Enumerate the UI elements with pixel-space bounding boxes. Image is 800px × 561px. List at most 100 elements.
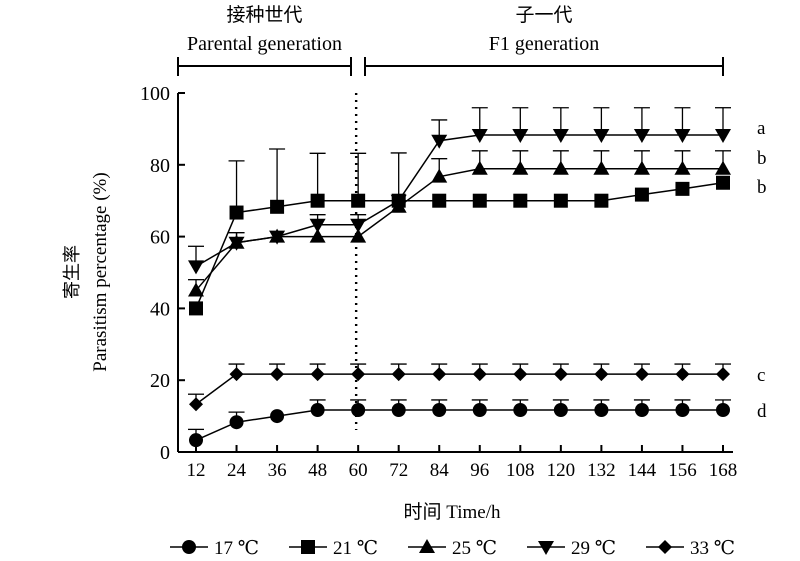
data-point-diamond: [270, 367, 285, 382]
data-point-diamond: [189, 397, 203, 412]
data-point-triangle-down: [471, 129, 488, 144]
data-point-triangle-up: [552, 160, 569, 175]
data-point-triangle-up: [715, 160, 731, 175]
period-label-cn: 接种世代: [226, 4, 302, 26]
data-point-triangle-down: [350, 218, 367, 233]
data-point-square: [432, 193, 447, 208]
data-point-triangle-down: [512, 129, 529, 144]
period-bracket: 子一代 F1 generation: [364, 4, 724, 76]
generation-periods: 接种世代 Parental generation 子一代 F1 generation: [177, 4, 724, 76]
x-tick-label: 12: [187, 460, 206, 481]
legend-item: 33 ℃: [646, 538, 735, 559]
significance-letter: a: [757, 118, 766, 139]
data-point-circle: [270, 409, 285, 424]
legend-label: 25 ℃: [452, 538, 497, 559]
data-point-circle: [634, 402, 649, 417]
series-line: [195, 134, 723, 268]
data-point-diamond: [553, 367, 568, 382]
data-point-square: [351, 193, 366, 208]
legend-label: 17 ℃: [214, 538, 259, 559]
y-tick-label: 100: [140, 83, 170, 105]
data-point-triangle-down: [431, 134, 448, 149]
significance-letter: d: [757, 401, 767, 422]
data-point-diamond: [310, 367, 325, 382]
data-point-diamond: [351, 367, 366, 382]
period-bracket: 接种世代 Parental generation: [177, 4, 352, 76]
data-point-triangle-down: [269, 230, 286, 245]
series-triangle-down: [188, 107, 731, 275]
series-square: [189, 148, 730, 316]
data-point-square: [189, 301, 203, 316]
data-point-triangle-up: [188, 282, 204, 297]
significance-letter: b: [757, 177, 767, 198]
data-point-square: [553, 193, 568, 208]
data-point-triangle-up: [471, 160, 488, 175]
data-point-triangle-up: [309, 228, 326, 243]
series-diamond: [188, 363, 731, 412]
x-tick-label: 132: [587, 460, 616, 481]
data-point-square: [472, 193, 487, 208]
x-tick-label: 120: [547, 460, 576, 481]
data-point-square: [634, 187, 649, 202]
legend-item: 21 ℃: [289, 538, 378, 559]
data-point-triangle-down: [188, 260, 204, 275]
y-tick-label: 40: [150, 298, 170, 320]
data-point-triangle-down: [228, 236, 245, 251]
period-label-cn: 子一代: [515, 4, 572, 26]
data-point-square: [270, 199, 285, 214]
data-point-triangle-up: [419, 539, 435, 553]
axis-labels: 寄生率 Parasitism percentage (%) 时间 Time/h: [62, 172, 501, 523]
y-axis-label: Parasitism percentage (%): [90, 172, 111, 371]
data-point-triangle-down: [552, 129, 569, 144]
x-tick-label: 168: [709, 460, 738, 481]
data-point-diamond: [594, 367, 609, 382]
legend-item: 29 ℃: [527, 538, 616, 559]
data-point-circle: [351, 402, 366, 417]
series-triangle-up: [188, 150, 731, 297]
x-tick-label: 60: [349, 460, 368, 481]
data-point-triangle-down: [633, 129, 650, 144]
data-point-square: [716, 175, 730, 190]
data-point-circle: [432, 402, 447, 417]
data-point-triangle-up: [674, 160, 691, 175]
x-tick-label: 72: [389, 460, 408, 481]
data-point-circle: [675, 402, 690, 417]
data-point-circle: [513, 402, 528, 417]
legend-item: 17 ℃: [170, 538, 259, 559]
legend-label: 33 ℃: [690, 538, 735, 559]
data-point-circle: [716, 402, 730, 417]
data-point-square: [675, 181, 690, 196]
data-point-triangle-down: [674, 129, 691, 144]
x-tick-label: 108: [506, 460, 535, 481]
data-point-circle: [391, 402, 406, 417]
data-point-diamond: [472, 367, 487, 382]
y-tick-label: 60: [150, 227, 170, 249]
data-point-diamond: [513, 367, 528, 382]
x-tick-label: 36: [268, 460, 287, 481]
data-point-circle: [472, 402, 487, 417]
legend-label: 21 ℃: [333, 538, 378, 559]
y-tick-label: 0: [160, 442, 170, 464]
data-point-triangle-up: [431, 168, 448, 183]
data-series: [188, 107, 731, 448]
data-point-square: [310, 193, 325, 208]
data-point-diamond: [658, 540, 672, 554]
data-point-diamond: [391, 367, 406, 382]
data-point-square: [594, 193, 609, 208]
data-point-circle: [229, 415, 244, 430]
significance-letter: b: [757, 148, 767, 169]
period-label: Parental generation: [187, 33, 342, 55]
data-point-diamond: [634, 367, 649, 382]
data-point-circle: [553, 402, 568, 417]
data-point-triangle-down: [538, 541, 554, 555]
data-point-circle: [594, 402, 609, 417]
data-point-diamond: [716, 367, 730, 382]
series-circle: [188, 399, 731, 448]
data-point-circle: [182, 540, 196, 554]
data-point-diamond: [432, 367, 447, 382]
data-point-triangle-down: [715, 129, 731, 144]
data-point-circle: [189, 433, 203, 448]
data-point-triangle-up: [350, 228, 367, 243]
legend: 17 ℃ 21 ℃ 25 ℃ 29 ℃ 33 ℃: [170, 538, 735, 559]
